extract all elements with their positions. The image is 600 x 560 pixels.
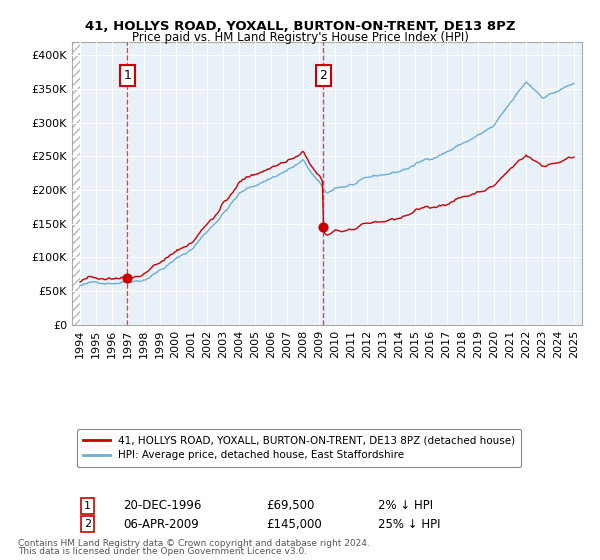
Text: £145,000: £145,000: [266, 517, 322, 531]
Text: 1: 1: [124, 69, 131, 82]
Bar: [72, 42, 80, 325]
Bar: [72, 42, 80, 325]
Text: 2: 2: [84, 519, 91, 529]
Text: 20-DEC-1996: 20-DEC-1996: [123, 500, 202, 512]
Text: This data is licensed under the Open Government Licence v3.0.: This data is licensed under the Open Gov…: [18, 547, 307, 556]
Text: 2% ↓ HPI: 2% ↓ HPI: [378, 500, 433, 512]
Legend: 41, HOLLYS ROAD, YOXALL, BURTON-ON-TRENT, DE13 8PZ (detached house), HPI: Averag: 41, HOLLYS ROAD, YOXALL, BURTON-ON-TRENT…: [77, 429, 521, 466]
Text: 1: 1: [84, 501, 91, 511]
Text: 2: 2: [319, 69, 327, 82]
Text: £69,500: £69,500: [266, 500, 314, 512]
Text: Price paid vs. HM Land Registry's House Price Index (HPI): Price paid vs. HM Land Registry's House …: [131, 31, 469, 44]
Text: Contains HM Land Registry data © Crown copyright and database right 2024.: Contains HM Land Registry data © Crown c…: [18, 539, 370, 548]
Point: [122, 273, 132, 282]
Text: 25% ↓ HPI: 25% ↓ HPI: [378, 517, 440, 531]
Text: 41, HOLLYS ROAD, YOXALL, BURTON-ON-TRENT, DE13 8PZ: 41, HOLLYS ROAD, YOXALL, BURTON-ON-TRENT…: [85, 20, 515, 32]
Point: [319, 223, 328, 232]
Text: 06-APR-2009: 06-APR-2009: [123, 517, 199, 531]
